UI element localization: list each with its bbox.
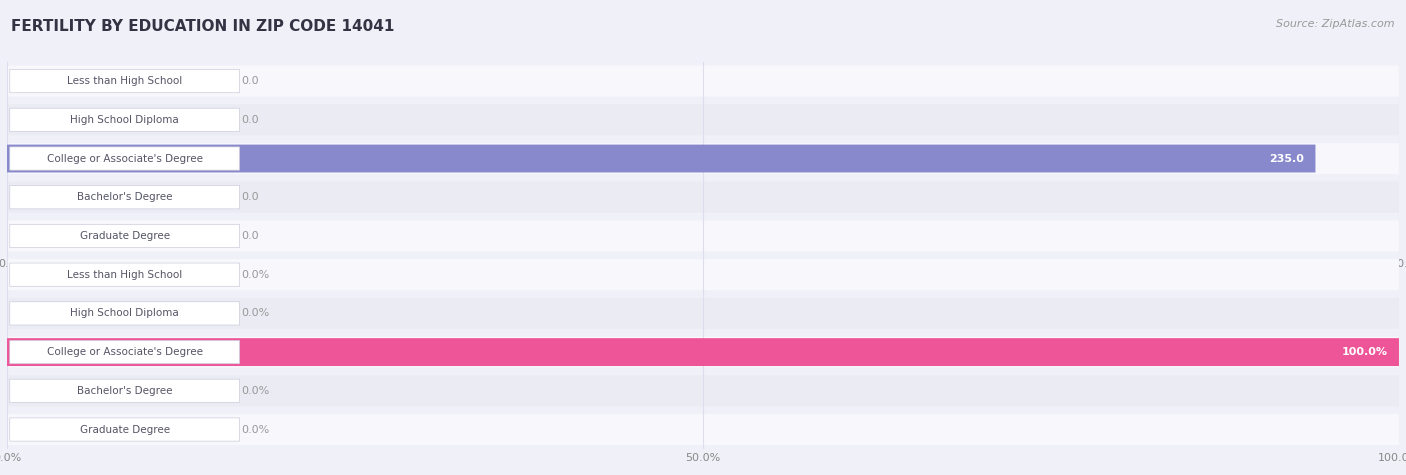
FancyBboxPatch shape: [7, 337, 1399, 368]
Text: 0.0%: 0.0%: [240, 386, 269, 396]
FancyBboxPatch shape: [10, 108, 239, 132]
FancyBboxPatch shape: [7, 182, 1399, 213]
Text: High School Diploma: High School Diploma: [70, 115, 179, 125]
Text: FERTILITY BY EDUCATION IN ZIP CODE 14041: FERTILITY BY EDUCATION IN ZIP CODE 14041: [11, 19, 395, 34]
Text: High School Diploma: High School Diploma: [70, 308, 179, 318]
FancyBboxPatch shape: [7, 220, 1399, 251]
Text: 0.0: 0.0: [240, 231, 259, 241]
Text: Bachelor's Degree: Bachelor's Degree: [77, 192, 173, 202]
Text: College or Associate's Degree: College or Associate's Degree: [46, 347, 202, 357]
Text: Graduate Degree: Graduate Degree: [80, 231, 170, 241]
Text: Source: ZipAtlas.com: Source: ZipAtlas.com: [1277, 19, 1395, 29]
Text: College or Associate's Degree: College or Associate's Degree: [46, 153, 202, 163]
FancyBboxPatch shape: [7, 144, 1316, 172]
Text: Bachelor's Degree: Bachelor's Degree: [77, 386, 173, 396]
Text: Less than High School: Less than High School: [67, 270, 183, 280]
FancyBboxPatch shape: [7, 143, 1399, 174]
Text: 0.0%: 0.0%: [240, 270, 269, 280]
Text: 0.0: 0.0: [240, 76, 259, 86]
FancyBboxPatch shape: [10, 302, 239, 325]
FancyBboxPatch shape: [10, 186, 239, 209]
Text: 100.0%: 100.0%: [1341, 347, 1388, 357]
Text: Less than High School: Less than High School: [67, 76, 183, 86]
Text: 0.0%: 0.0%: [240, 308, 269, 318]
FancyBboxPatch shape: [7, 66, 1399, 96]
Text: 0.0: 0.0: [240, 192, 259, 202]
Text: 0.0: 0.0: [240, 115, 259, 125]
Text: Graduate Degree: Graduate Degree: [80, 425, 170, 435]
FancyBboxPatch shape: [7, 414, 1399, 445]
FancyBboxPatch shape: [10, 379, 239, 402]
FancyBboxPatch shape: [10, 263, 239, 286]
Text: 0.0%: 0.0%: [240, 425, 269, 435]
FancyBboxPatch shape: [10, 224, 239, 247]
FancyBboxPatch shape: [10, 69, 239, 93]
FancyBboxPatch shape: [10, 418, 239, 441]
FancyBboxPatch shape: [7, 375, 1399, 406]
FancyBboxPatch shape: [7, 259, 1399, 290]
FancyBboxPatch shape: [10, 341, 239, 364]
FancyBboxPatch shape: [7, 338, 1399, 366]
FancyBboxPatch shape: [7, 298, 1399, 329]
Text: 235.0: 235.0: [1270, 153, 1305, 163]
FancyBboxPatch shape: [7, 104, 1399, 135]
FancyBboxPatch shape: [10, 147, 239, 170]
